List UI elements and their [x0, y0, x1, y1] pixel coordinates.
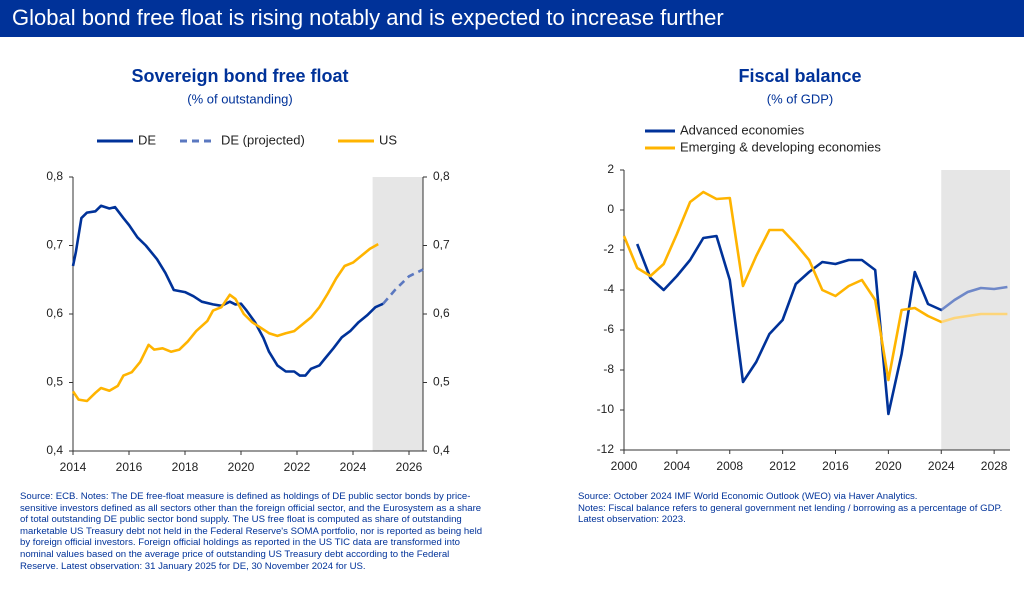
- series-line: [382, 268, 424, 305]
- y-tick-label: -8: [603, 362, 614, 376]
- legend-label: Advanced economies: [680, 122, 805, 137]
- x-tick-label: 2024: [340, 460, 367, 474]
- x-tick-label: 2020: [875, 459, 902, 473]
- legend-label: DE: [138, 132, 156, 147]
- note-text: Source: October 2024 IMF World Economic …: [578, 491, 918, 502]
- x-tick-label: 2022: [284, 460, 311, 474]
- chart-title: Fiscal balance: [738, 66, 861, 86]
- y-tick-label: -2: [603, 242, 614, 256]
- header-title: Global bond free float is rising notably…: [0, 0, 1024, 37]
- y-tick-label: 2: [607, 162, 614, 176]
- y2-tick-label: 0,4: [433, 443, 450, 457]
- projection-shade: [372, 177, 423, 451]
- y2-tick-label: 0,7: [433, 238, 450, 252]
- x-tick-label: 2012: [769, 459, 796, 473]
- chart-title: Sovereign bond free float: [131, 66, 348, 86]
- y-tick-label: 0,4: [46, 443, 63, 457]
- x-tick-label: 2016: [116, 460, 143, 474]
- y-tick-label: -10: [597, 402, 615, 416]
- legend-label: DE (projected): [221, 132, 305, 147]
- legend-label: US: [379, 132, 397, 147]
- x-tick-label: 2026: [396, 460, 423, 474]
- y2-tick-label: 0,5: [433, 375, 450, 389]
- y-tick-label: 0,8: [46, 169, 63, 183]
- series-line: [71, 204, 384, 377]
- y-tick-label: -6: [603, 322, 614, 336]
- series-line: [635, 234, 1008, 416]
- x-tick-label: 2004: [664, 459, 691, 473]
- x-tick-label: 2016: [822, 459, 849, 473]
- y-tick-label: 0,7: [46, 238, 63, 252]
- x-tick-label: 2008: [716, 459, 743, 473]
- x-tick-label: 2014: [60, 460, 87, 474]
- series-line: [71, 242, 379, 403]
- x-tick-label: 2018: [172, 460, 199, 474]
- note-text: Notes: Fiscal balance refers to general …: [578, 502, 1003, 514]
- note-text: Source: ECB. Notes: The DE free-float me…: [20, 491, 483, 572]
- chart-subtitle: (% of outstanding): [187, 91, 293, 106]
- notes: Source: October 2024 IMF World Economic …: [578, 491, 1008, 526]
- y-tick-label: 0: [607, 202, 614, 216]
- y-tick-label: 0,6: [46, 306, 63, 320]
- x-tick-label: 2020: [228, 460, 255, 474]
- y-tick-label: -12: [597, 442, 615, 456]
- x-tick-label: 2024: [928, 459, 955, 473]
- y2-tick-label: 0,8: [433, 169, 450, 183]
- y2-tick-label: 0,6: [433, 306, 450, 320]
- series-line: [622, 190, 1008, 382]
- y-tick-label: 0,5: [46, 375, 63, 389]
- x-tick-label: 2000: [611, 459, 638, 473]
- chart-subtitle: (% of GDP): [767, 91, 833, 106]
- projection-shade: [941, 170, 1010, 450]
- notes: Source: ECB. Notes: The DE free-float me…: [20, 491, 490, 572]
- x-tick-label: 2028: [981, 459, 1008, 473]
- legend-label: Emerging & developing economies: [680, 139, 881, 154]
- note-text: Latest observation: 2023.: [578, 514, 686, 526]
- y-tick-label: -4: [603, 282, 614, 296]
